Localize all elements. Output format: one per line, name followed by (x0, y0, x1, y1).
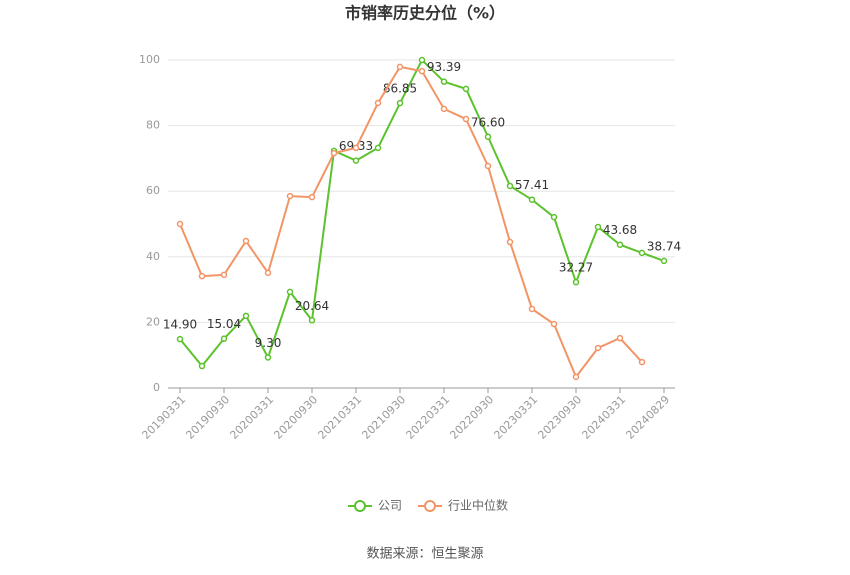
point (286, 288, 294, 296)
y-tick-label: 40 (146, 250, 160, 263)
point (352, 144, 360, 152)
point (352, 157, 360, 164)
data-label: 32.27 (559, 261, 593, 275)
data-label: 15.04 (207, 317, 241, 331)
x-tick-label: 20230331 (491, 393, 540, 442)
y-tick-label: 60 (146, 184, 160, 197)
x-tick-label: 20210930 (359, 393, 408, 442)
point (264, 269, 272, 277)
point (616, 241, 624, 248)
point (308, 317, 316, 324)
source: 数据来源：恒生聚源 (366, 547, 483, 562)
point (176, 335, 184, 343)
point (660, 257, 668, 265)
x-tick-label: 20240829 (623, 393, 672, 442)
data-label: 20.64 (295, 299, 329, 313)
x-tick-label: 20200331 (227, 393, 276, 442)
point (396, 63, 404, 71)
point (242, 312, 250, 320)
point (440, 78, 448, 85)
point (220, 271, 228, 279)
point (198, 272, 206, 280)
point (594, 344, 602, 352)
legend-label: 公司 (378, 499, 402, 513)
line (179, 65, 643, 379)
point (616, 334, 624, 342)
point (506, 238, 514, 246)
point (528, 305, 536, 313)
point (374, 144, 382, 152)
chart-title: 市销率历史分位（%） (345, 4, 505, 23)
data-label: 76.60 (471, 115, 505, 129)
point (308, 193, 316, 201)
x-tick-label: 20220331 (403, 393, 452, 442)
point (506, 182, 514, 190)
x-tick-label: 20220930 (447, 393, 496, 442)
y-tick-label: 80 (146, 119, 160, 132)
x-tick-label: 20190331 (139, 393, 188, 442)
point (484, 162, 492, 170)
data-label: 14.90 (163, 318, 197, 332)
point (440, 105, 448, 113)
y-tick-label: 20 (146, 315, 160, 328)
point (550, 320, 558, 328)
data-label: 86.85 (383, 82, 417, 96)
point (330, 149, 338, 157)
legend-marker (354, 500, 366, 512)
x-tick-label: 20200930 (271, 393, 320, 442)
legend-marker (424, 500, 436, 512)
data-label: 43.68 (603, 223, 637, 237)
data-label: 38.74 (647, 239, 681, 253)
data-label: 57.41 (515, 178, 549, 192)
point (396, 99, 404, 107)
point (462, 115, 470, 123)
point (484, 133, 492, 141)
point (220, 335, 228, 342)
legend-label: 行业中位数 (448, 498, 508, 513)
line (179, 58, 665, 368)
point (638, 249, 646, 257)
point (418, 56, 426, 64)
point (594, 223, 602, 231)
point (242, 237, 250, 245)
point (176, 220, 184, 228)
data-label: 93.39 (427, 60, 461, 74)
point (572, 373, 580, 381)
y-tick-label: 0 (153, 381, 160, 394)
x-tick-label: 20240331 (579, 393, 628, 442)
x-tick-label: 20210331 (315, 393, 364, 442)
x-tick-label: 20190930 (183, 393, 232, 442)
x-tick-label: 20230930 (535, 393, 584, 442)
point (198, 362, 206, 370)
point (264, 354, 272, 361)
point (286, 192, 294, 200)
y-tick-label: 100 (139, 53, 160, 66)
point (418, 67, 426, 75)
point (638, 358, 646, 366)
point (462, 85, 470, 93)
data-label: 9.30 (255, 336, 282, 350)
point (550, 213, 558, 221)
point (572, 278, 580, 286)
point (528, 196, 536, 203)
point (374, 99, 382, 107)
